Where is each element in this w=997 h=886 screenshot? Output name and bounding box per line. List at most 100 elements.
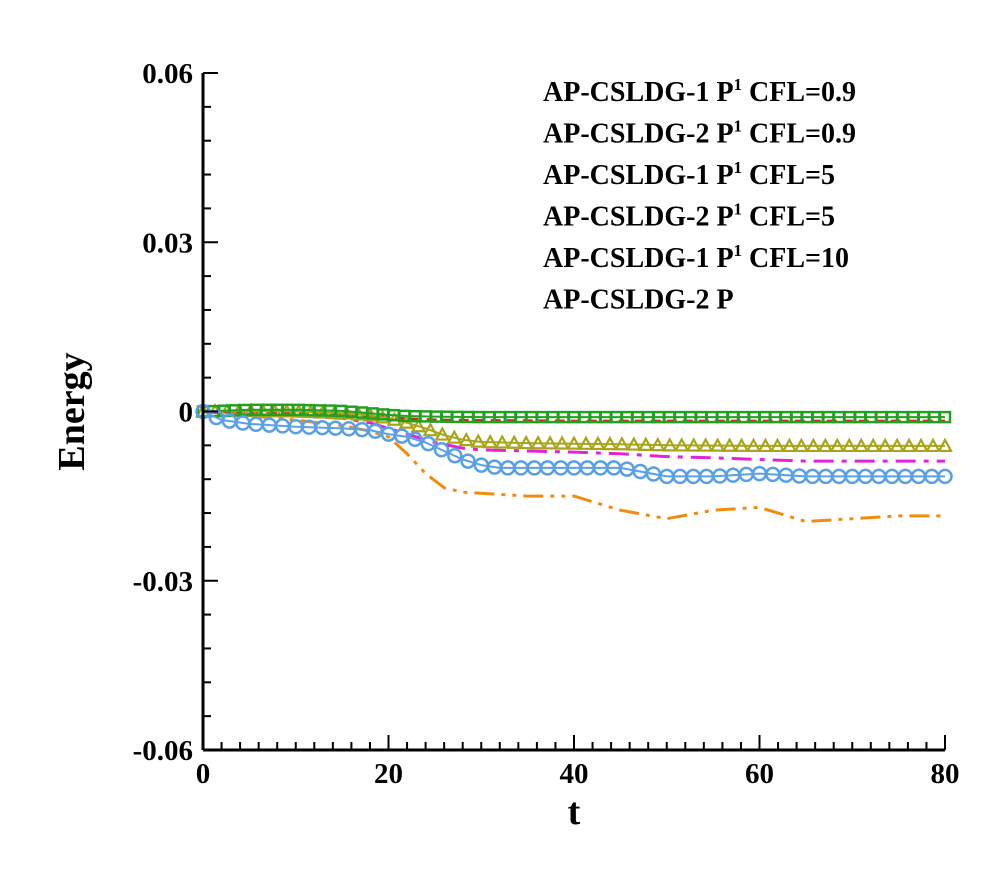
series-6-line (202, 410, 945, 478)
series-4-marker (410, 417, 427, 433)
series-4-marker (566, 435, 582, 450)
series-4-marker (470, 433, 487, 448)
series-4-marker (865, 437, 882, 453)
series-4-marker (578, 435, 594, 450)
series-4-marker (829, 437, 846, 453)
series-4-marker (709, 437, 726, 452)
x-tick-label: 0 (196, 758, 211, 790)
series-4-marker (841, 437, 858, 453)
series-5-line (202, 410, 945, 523)
legend-item-label: AP-CSLDG-2 P (543, 119, 734, 150)
series-4-marker (673, 437, 690, 452)
legend-item: AP-CSLDG-1 P1 CFL=10 (543, 241, 849, 274)
legend-item-superscript: 1 (734, 117, 743, 136)
series-4-marker (817, 437, 834, 453)
legend-item-suffix: CFL=5 (742, 160, 835, 191)
y-axis-title: Energy (51, 352, 93, 470)
series-4-marker (374, 409, 391, 424)
legend-item-suffix: CFL=5 (742, 202, 835, 233)
series-4-marker (805, 437, 822, 453)
x-tick-label: 60 (745, 758, 774, 790)
axes-layer: 0 20 40 60 80 -0.06 -0.03 0 0.03 0.06 t Energy (51, 58, 960, 833)
legend-item: AP-CSLDG-2 P (543, 285, 734, 316)
series-4-marker (542, 435, 558, 450)
series-2-marker (938, 410, 952, 424)
legend-item: AP-CSLDG-1 P1 CFL=0.9 (543, 75, 856, 108)
series-4-marker (697, 437, 714, 452)
series-4-marker (889, 437, 905, 453)
series-4-marker (422, 421, 439, 437)
series-4-marker (637, 436, 654, 451)
x-tick-label: 20 (374, 758, 403, 790)
series-3 (202, 410, 945, 463)
series-4-marker (781, 437, 798, 453)
series-6-marker (460, 453, 476, 469)
series-4-marker (853, 437, 870, 453)
series-4-marker (649, 436, 666, 452)
series-4-marker (290, 403, 307, 418)
y-tick-label: 0.03 (142, 227, 193, 259)
series-4-marker (494, 434, 511, 449)
legend-item-suffix: CFL=0.9 (742, 77, 856, 108)
series-4-marker (434, 426, 451, 441)
legend-item: AP-CSLDG-2 P1 CFL=0.9 (543, 117, 856, 150)
series-4-marker (614, 435, 630, 451)
legend-item-label: AP-CSLDG-2 P (543, 285, 734, 316)
series-4-marker (913, 437, 929, 453)
series-2 (196, 403, 952, 424)
series-4-marker (338, 405, 355, 420)
series-4-marker (458, 431, 475, 447)
series-6-marker (937, 468, 953, 485)
series-4-marker (482, 433, 499, 449)
legend-item-suffix: CFL=10 (742, 243, 849, 274)
y-tick-label: 0 (179, 397, 194, 429)
series-4-marker (661, 437, 678, 452)
series-4-marker (590, 435, 606, 451)
series-5 (202, 410, 945, 523)
series-4-marker (602, 435, 618, 451)
legend-item-label: AP-CSLDG-1 P (543, 160, 734, 191)
legend-item: AP-CSLDG-1 P1 CFL=5 (543, 158, 835, 191)
series-4-marker (769, 437, 786, 453)
series-4-marker (721, 437, 738, 452)
legend: AP-CSLDG-1 P1 CFL=0.9AP-CSLDG-2 P1 CFL=0… (543, 75, 856, 316)
series-4-marker (530, 434, 546, 450)
x-tick-label: 80 (931, 758, 960, 790)
series-4-marker (554, 435, 570, 450)
series-4-marker (518, 434, 534, 450)
series-4-marker (506, 434, 523, 449)
series-4-marker (793, 437, 810, 453)
series-4-marker (757, 437, 774, 453)
legend-item-superscript: 1 (734, 158, 743, 177)
series-4-marker (446, 429, 463, 444)
series-6-marker (407, 431, 423, 448)
series-6-marker (433, 442, 450, 458)
series-4-marker (901, 437, 917, 453)
x-tick-label: 40 (560, 758, 589, 790)
series-4-marker (685, 437, 702, 452)
series-4-marker (326, 404, 343, 420)
series-6 (195, 403, 953, 485)
y-tick-label: 0.06 (142, 58, 193, 90)
series-6-marker (420, 435, 437, 452)
series-layer (195, 402, 953, 523)
legend-item: AP-CSLDG-2 P1 CFL=5 (543, 200, 835, 233)
y-tick-label: -0.06 (133, 735, 193, 767)
legend-item-superscript: 1 (734, 241, 743, 260)
series-4-marker (745, 437, 762, 452)
legend-item-label: AP-CSLDG-2 P (543, 202, 734, 233)
series-4-marker (625, 436, 642, 451)
series-4-marker (937, 437, 953, 453)
series-6-marker (447, 448, 463, 464)
series-4-marker (733, 437, 750, 452)
legend-item-superscript: 1 (734, 200, 743, 219)
x-axis-title: t (568, 791, 581, 833)
legend-item-suffix: CFL=0.9 (742, 119, 856, 150)
y-tick-label: -0.03 (133, 566, 193, 598)
legend-item-superscript: 1 (734, 75, 743, 94)
series-4-marker (877, 437, 894, 453)
series-3-line (202, 410, 945, 463)
legend-item-label: AP-CSLDG-1 P (543, 77, 734, 108)
legend-item-label: AP-CSLDG-1 P (543, 243, 734, 274)
